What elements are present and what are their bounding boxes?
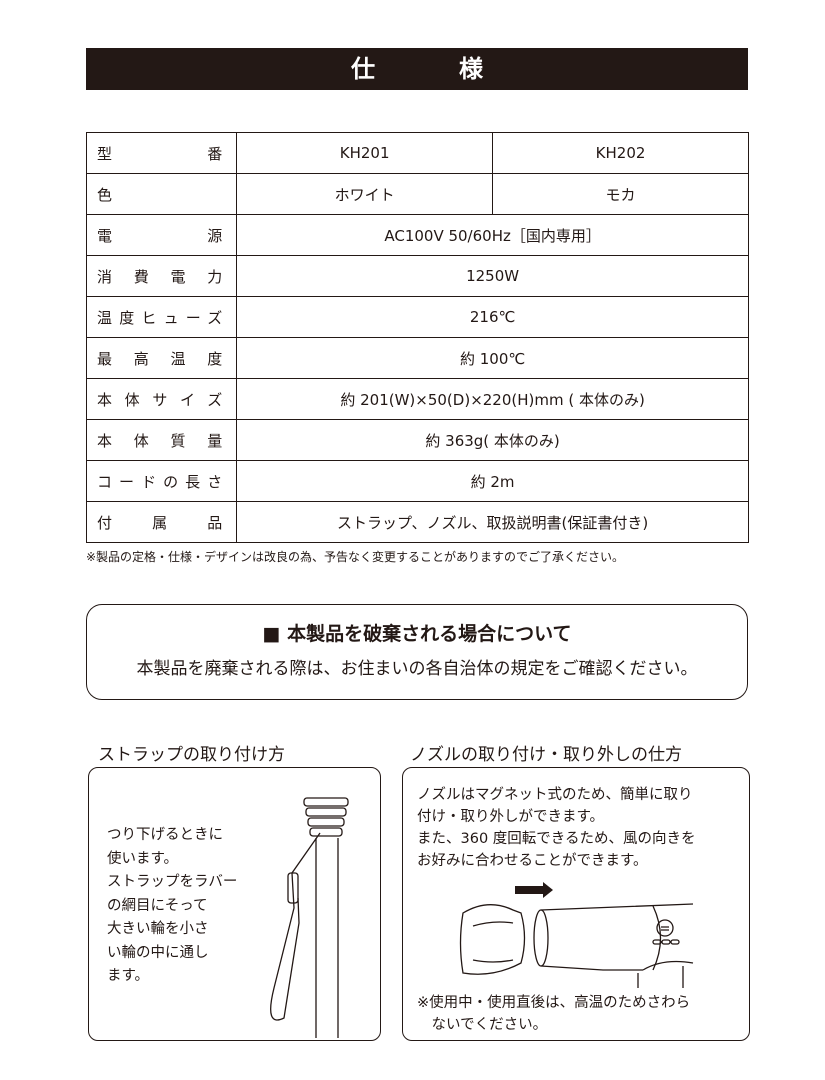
spec-value: ホワイト: [236, 173, 494, 215]
spec-row: 温度ヒューズ 216℃: [85, 296, 749, 338]
spec-value: 約 201(W)×50(D)×220(H)mm ( 本体のみ): [236, 378, 749, 420]
spec-row: 電源 AC100V 50/60Hz［国内専用］: [85, 214, 749, 256]
text-line: ます。: [107, 968, 150, 984]
text-line: つり下げるときに: [107, 827, 223, 843]
spec-row: 本体質量約 363g( 本体のみ): [85, 419, 749, 461]
spec-row: 付属品 ストラップ、ノズル、取扱説明書(保証書付き): [85, 501, 749, 543]
spec-value: KH201: [236, 132, 494, 174]
disposal-heading: ■ 本製品を破棄される場合について: [262, 623, 572, 645]
strap-heading: ストラップの取り付け方: [98, 745, 285, 765]
strap-instructions: つり下げるときに 使います。ストラップをラバー の網目にそって 大きい輪を小さ い輪の中…: [107, 824, 237, 989]
text-line: 大きい輪を小さ: [107, 921, 209, 937]
spec-value: AC100V 50/60Hz［国内専用］: [236, 214, 749, 256]
disposal-notice: ■ 本製品を破棄される場合について 本製品を廃棄される際は、お住まいの各自治体の…: [86, 604, 748, 700]
spec-value: モカ: [492, 173, 749, 215]
text-line: また、360 度回転できるため、風の向きを: [417, 831, 696, 847]
spec-value: 1250W: [236, 255, 749, 297]
spec-value: 約 2m: [236, 460, 749, 502]
nozzle-heading: ノズルの取り付け・取り外しの仕方: [410, 745, 682, 765]
spec-label: 型番: [85, 132, 238, 174]
spec-row: 本体サイズ約 201(W)×50(D)×220(H)mm ( 本体のみ): [85, 378, 749, 420]
spec-label: 消費電力: [85, 255, 238, 297]
text-line: ストラップをラバー: [107, 874, 238, 890]
nozzle-instructions: ノズルはマグネット式のため、簡単に取り 付け・取り外しができます。また、360 度…: [417, 784, 696, 872]
strap-box: つり下げるときに 使います。ストラップをラバー の網目にそって 大きい輪を小さ い輪の中…: [88, 767, 381, 1041]
text-line: の網目にそって: [107, 897, 208, 914]
text-line: お好みに合わせることができます。: [417, 853, 648, 869]
spec-row: 色ホワイト モカ: [85, 173, 749, 215]
spec-value: ストラップ、ノズル、取扱説明書(保証書付き): [236, 501, 749, 543]
text-line: 使います。: [107, 850, 179, 867]
nozzle-caution: ※使用中・使用直後は、高温のためさわら ないでください。: [417, 992, 690, 1036]
spec-label: 色: [85, 173, 238, 215]
spec-value: KH202: [492, 132, 749, 174]
spec-label: 最高温度: [85, 337, 238, 379]
spec-value: 約 100℃: [236, 337, 749, 379]
text-line: い輪の中に通し: [107, 944, 209, 961]
spec-table: 型番 KH201 KH202 色ホワイト モカ 電源 AC100V 50/60Hz［国内専用…: [85, 132, 749, 543]
page-title: 仕 様: [86, 48, 748, 90]
spec-label: 付属品: [85, 501, 238, 543]
spec-row: 消費電力 1250W: [85, 255, 749, 297]
strap-illustration-icon: [270, 797, 349, 1038]
text-line: 付け・取り外しができます。: [417, 809, 605, 825]
spec-value: 216℃: [236, 296, 749, 338]
spec-label: コードの長さ: [85, 460, 238, 502]
spec-row: コードの長さ約 2m: [85, 460, 749, 502]
text-line: ノズルはマグネット式のため、簡単に取り: [417, 787, 693, 803]
spec-note: ※製品の定格・仕様・デザインは改良の為、予告なく変更することがありますのでご了承…: [86, 550, 625, 564]
spec-label: 電源: [85, 214, 238, 256]
text-line: ないでください。: [417, 1017, 548, 1033]
nozzle-box: ノズルはマグネット式のため、簡単に取り 付け・取り外しができます。また、360 度…: [402, 767, 750, 1041]
spec-label: 本体質量: [85, 419, 238, 461]
spec-label: 温度ヒューズ: [85, 296, 238, 338]
text-line: ※使用中・使用直後は、高温のためさわら: [417, 995, 691, 1011]
spec-label: 本体サイズ: [85, 378, 238, 420]
spec-value: 約 363g( 本体のみ): [236, 419, 749, 461]
dryer-nozzle-illustration-icon: [459, 882, 694, 988]
spec-row: 型番 KH201 KH202: [85, 132, 749, 174]
disposal-body: 本製品を廃棄される際は、お住まいの各自治体の規定をご確認ください。: [136, 659, 698, 679]
spec-row: 最高温度約 100℃: [85, 337, 749, 379]
